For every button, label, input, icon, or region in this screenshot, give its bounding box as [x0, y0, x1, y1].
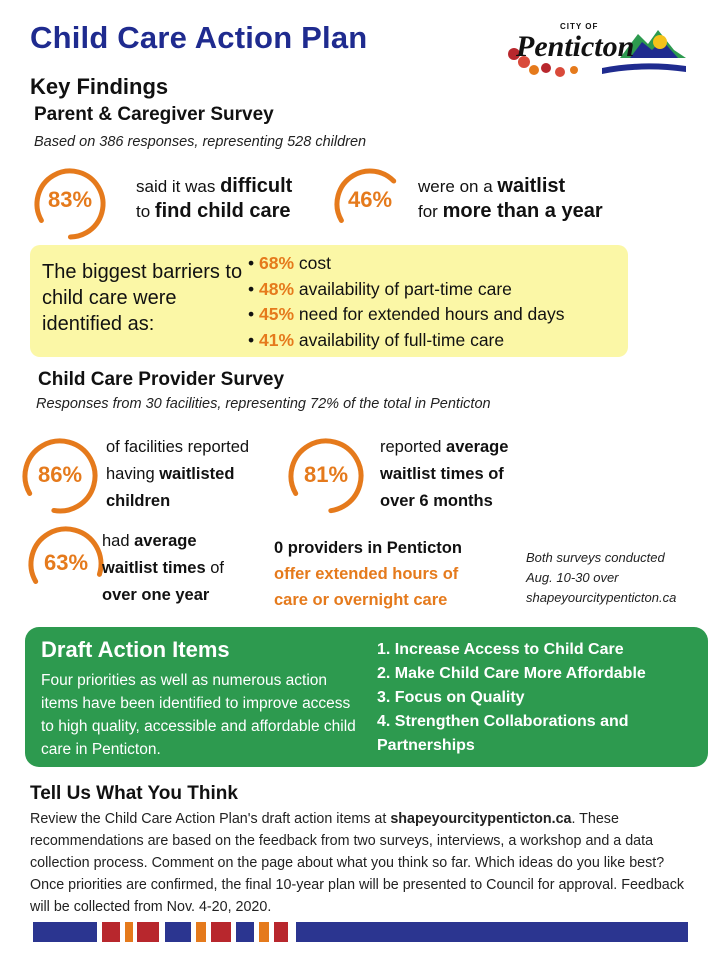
barrier-item: • 48% availability of part-time care	[248, 278, 512, 299]
stat-81-value: 81%	[303, 462, 349, 487]
provider-survey-subtitle: Responses from 30 facilities, representi…	[36, 396, 491, 412]
draft-actions-text: Four priorities as well as numerous acti…	[41, 672, 356, 758]
stat-46-value: 46%	[347, 187, 393, 212]
logo-name: Penticton	[516, 30, 635, 63]
stat-ring-83	[34, 168, 106, 240]
zero-providers-text: 0 providers in Penticton offer extended …	[274, 539, 462, 609]
barrier-item: • 45% need for extended hours and days	[248, 304, 565, 324]
stat-ring-63	[28, 526, 104, 602]
barrier-item: • 41% availability of full-time care	[248, 329, 505, 350]
surveys-note: Both surveys conducted Aug. 10-30 over s…	[526, 550, 677, 605]
stat-63-text: had average waitlist times of over one y…	[102, 532, 224, 604]
action-item: 2. Make Child Care More Affordable	[377, 665, 646, 682]
stat-81-text: reported average waitlist times of over …	[380, 438, 509, 510]
stat-ring-86	[22, 438, 98, 514]
tell-us-heading: Tell Us What You Think	[30, 783, 238, 804]
parent-survey-heading: Parent & Caregiver Survey	[34, 104, 274, 125]
stat-ring-46	[334, 168, 406, 240]
draft-actions-list: 1. Increase Access to Child Care 2. Make…	[377, 638, 697, 758]
barriers-lead: The biggest barriers to child care were …	[42, 261, 243, 335]
action-item: 1. Increase Access to Child Care	[377, 641, 624, 658]
stat-83-value: 83%	[47, 187, 93, 212]
key-findings-heading: Key Findings	[30, 74, 169, 99]
draft-action-items-box: Draft Action Items Four priorities as we…	[25, 627, 708, 767]
barriers-list: • 68% cost • 48% availability of part-ti…	[248, 251, 565, 353]
action-item: 4. Strengthen Collaborations and Partner…	[377, 713, 629, 754]
stat-86-value: 86%	[37, 462, 83, 487]
stat-ring-81	[288, 438, 364, 514]
barrier-item: • 68% cost	[248, 253, 332, 273]
penticton-logo-graphic	[508, 30, 686, 77]
stat-46-text: were on a waitlist for more than a year	[418, 175, 603, 222]
stat-63-value: 63%	[43, 550, 89, 575]
barriers-box: The biggest barriers to child care were …	[30, 245, 628, 357]
provider-survey-heading: Child Care Provider Survey	[38, 369, 285, 390]
action-item: 3. Focus on Quality	[377, 689, 525, 706]
shapeyourcity-link[interactable]: shapeyourcitypenticton.ca	[390, 811, 572, 827]
parent-survey-subtitle: Based on 386 responses, representing 528…	[34, 134, 367, 150]
draft-actions-heading: Draft Action Items	[41, 637, 230, 662]
stat-86-text: of facilities reported having waitlisted…	[106, 438, 250, 510]
stat-83-text: said it was difficult to find child care	[136, 175, 293, 222]
city-logo: CITY OF Penticton	[502, 20, 688, 82]
logo-city-of: CITY OF	[560, 22, 599, 31]
tell-us-body: Review the Child Care Action Plan's draf…	[30, 811, 685, 915]
page-title: Child Care Action Plan	[30, 20, 368, 55]
